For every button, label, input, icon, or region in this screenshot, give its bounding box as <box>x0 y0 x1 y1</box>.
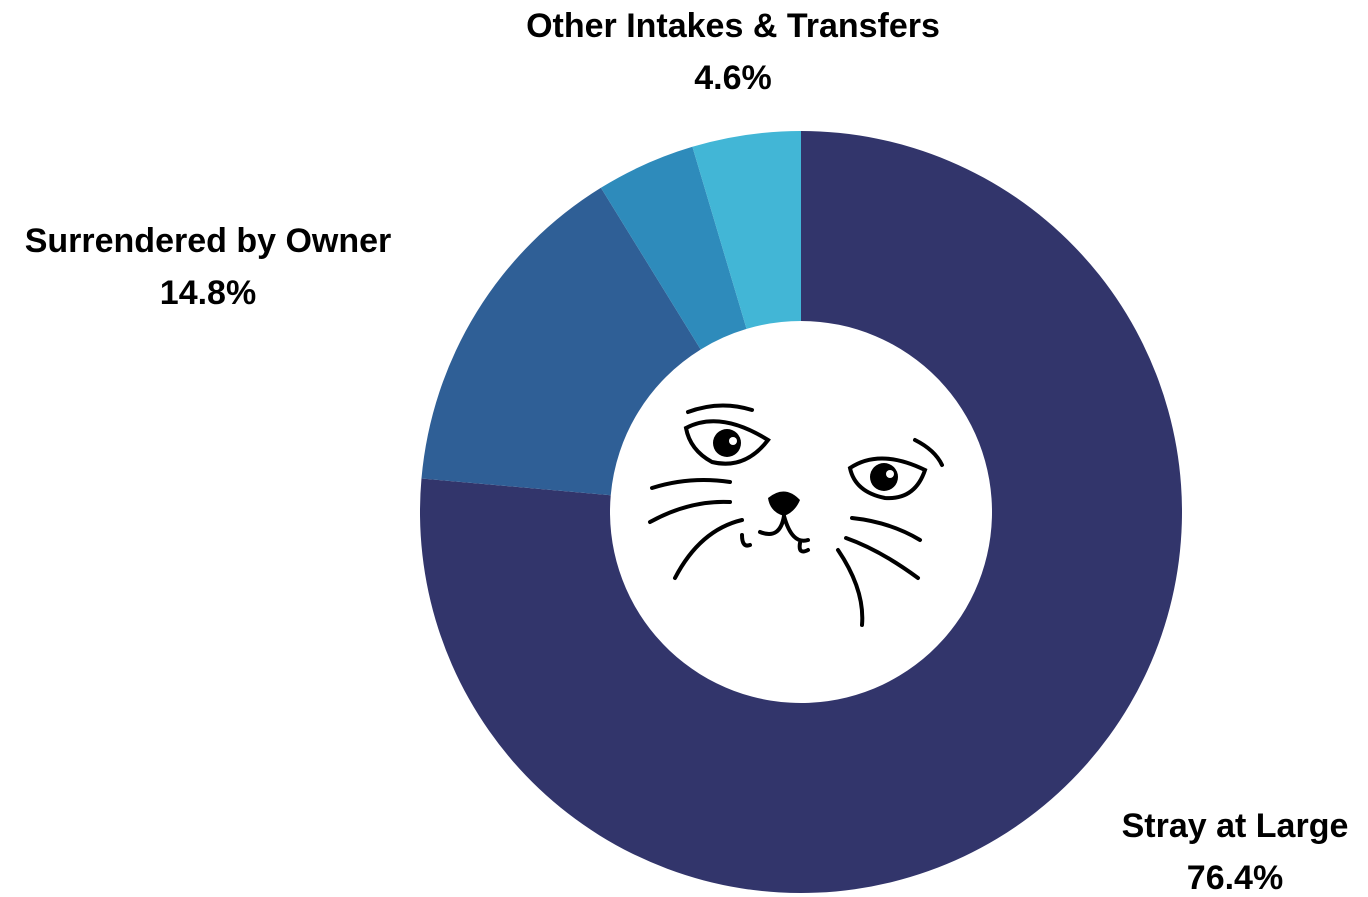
donut-slice <box>421 187 701 496</box>
pupil-shine <box>729 437 737 445</box>
whiskers <box>648 478 744 580</box>
slice-value-label: 76.4% <box>1187 859 1283 897</box>
donut-slice <box>692 131 801 329</box>
cat-face-illustration <box>648 403 944 627</box>
eye <box>683 419 771 466</box>
slice-label: Stray at Large <box>1122 807 1349 845</box>
donut <box>419 131 1182 893</box>
pupil <box>713 429 741 457</box>
pupil <box>870 463 898 491</box>
slice-label: Other Intakes & Transfers <box>526 7 940 45</box>
eye <box>847 456 928 501</box>
donut-slice <box>419 131 1182 893</box>
mouth <box>758 514 810 543</box>
brow <box>913 438 944 467</box>
nose <box>768 491 800 516</box>
whiskers <box>836 516 922 627</box>
labels: Stray at Large 76.4% Surrendered by Owner 1… <box>25 7 1349 897</box>
slice-value-label: 4.6% <box>694 59 772 97</box>
donut-slice <box>600 146 747 350</box>
brow <box>686 403 754 414</box>
slice-label: Surrendered by Owner <box>25 222 392 260</box>
pupil-shine <box>886 470 894 478</box>
teeth <box>740 533 810 554</box>
slice-value-label: 14.8% <box>160 274 256 312</box>
